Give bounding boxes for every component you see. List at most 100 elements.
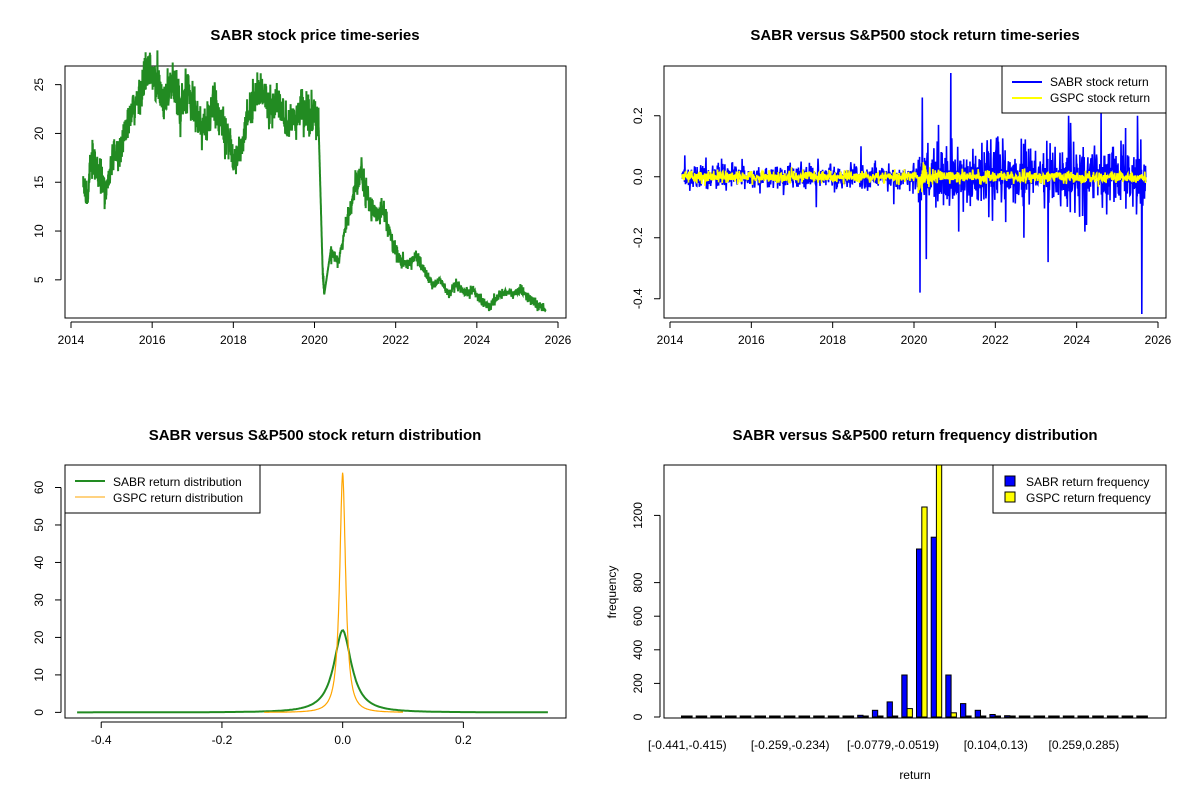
returns-legend-label-sabr: SABR stock return [1050, 75, 1149, 89]
price-y-tick-label: 15 [32, 175, 46, 189]
density-legend: SABR return distribution GSPC return dis… [64, 464, 261, 514]
histogram-x-tick-label: [-0.441,-0.415) [648, 738, 727, 752]
histogram-bar-sabr [916, 548, 923, 718]
histogram-bar-gspc [686, 715, 693, 718]
returns-x-tick-label: 2022 [982, 333, 1009, 347]
density-y-tick-label: 0 [32, 709, 46, 716]
histogram-bar-gspc [774, 715, 781, 718]
histogram-bar-sabr [1018, 715, 1026, 718]
histogram-bar-gspc [1009, 715, 1016, 718]
histogram-y-tick-label: 800 [631, 572, 645, 592]
histogram-bar-sabr [1077, 715, 1084, 718]
histogram-bar-gspc [950, 712, 957, 718]
histogram-bar-gspc [847, 715, 855, 718]
returns-y-tick-label: -0.2 [631, 227, 645, 248]
price-x-tick-label: 2022 [382, 333, 409, 347]
density-line-gspc [264, 472, 403, 713]
returns-x-tick-label: 2014 [657, 333, 684, 347]
price-x-tick-label: 2020 [301, 333, 328, 347]
price-series [82, 50, 547, 313]
histogram-panel: SABR versus S&P500 return frequency dist… [605, 427, 1167, 782]
histogram-bar-sabr [1062, 715, 1070, 718]
histogram-y-axis-label: frequency [605, 566, 619, 619]
histogram-bar-sabr [695, 715, 703, 718]
histogram-bar-sabr [1092, 715, 1099, 718]
histogram-x-tick-label: [0.259,0.285) [1049, 738, 1120, 752]
price-x-tick-label: 2014 [58, 333, 85, 347]
histogram-bar-gspc [833, 715, 840, 718]
histogram-legend-swatch-gspc [1004, 491, 1016, 503]
density-y-tick-label: 60 [32, 480, 46, 494]
histogram-x-axis-label: return [899, 768, 930, 782]
price-y-tick-label: 5 [32, 276, 46, 283]
histogram-x-tick-label: [0.104,0.13) [964, 738, 1028, 752]
histogram-bar-sabr [681, 715, 688, 718]
histogram-bar-gspc [700, 715, 708, 718]
price-panel: SABR stock price time-series 2014 2016 20 1… [32, 27, 572, 347]
histogram-bar-gspc [935, 464, 943, 718]
price-x-tick-label: 2024 [463, 333, 490, 347]
histogram-legend: SABR return frequency GSPC return freque… [992, 464, 1167, 514]
histogram-bar-sabr [886, 701, 893, 718]
returns-axes: 2014 2016 2018 2020 2022 2024 2026 -0.4 -0.2 0.0 0… [631, 107, 1172, 347]
histogram-bar-gspc [1053, 715, 1060, 718]
density-x-tick-label: -0.2 [212, 733, 233, 747]
histogram-bar-gspc [730, 715, 737, 718]
returns-x-tick-label: 2020 [901, 333, 928, 347]
histogram-bar-sabr [930, 536, 938, 718]
price-line-sabr [82, 50, 547, 313]
histogram-bar-sabr [1136, 715, 1143, 718]
histogram-chart-title: SABR versus S&P500 return frequency dist… [732, 427, 1097, 444]
histogram-bar-gspc [745, 715, 752, 718]
histogram-bar-gspc [1126, 715, 1134, 718]
density-legend-label-sabr: SABR return distribution [113, 475, 242, 489]
histogram-legend-label-gspc: GSPC return frequency [1026, 491, 1151, 505]
histogram-bar-sabr [857, 714, 864, 718]
histogram-bar-sabr [871, 709, 879, 718]
histogram-x-tick-label: [-0.0779,-0.0519) [847, 738, 939, 752]
histogram-bar-gspc [789, 715, 796, 718]
histogram-bar-sabr [710, 715, 717, 718]
price-chart-title: SABR stock price time-series [210, 27, 419, 44]
histogram-bar-gspc [980, 715, 987, 718]
price-x-tick-label: 2026 [545, 333, 572, 347]
density-panel: SABR versus S&P500 stock return distribu… [32, 427, 567, 747]
returns-chart-title: SABR versus S&P500 stock return time-ser… [750, 27, 1079, 44]
histogram-bar-gspc [1082, 715, 1090, 718]
returns-series [681, 72, 1147, 315]
histogram-plot-frame [663, 464, 1167, 719]
histogram-bar-gspc [715, 715, 722, 718]
histogram-bar-gspc [1068, 715, 1075, 718]
returns-plot-frame [663, 65, 1167, 319]
density-y-tick-label: 50 [32, 518, 46, 532]
returns-line-gspc [681, 162, 1147, 194]
histogram-bar-sabr [739, 715, 747, 718]
density-axes: -0.4 -0.2 0.0 0.2 0 10 20 30 40 50 60 [32, 480, 472, 747]
density-x-tick-label: 0.0 [334, 733, 351, 747]
price-x-tick-label: 2016 [139, 333, 166, 347]
density-series [77, 472, 548, 714]
histogram-axes: 0 200 400 600 800 1200 [-0.441,-0.415) [-0.259,… [631, 502, 1119, 752]
price-y-tick-label: 25 [32, 78, 46, 92]
density-x-tick-label: -0.4 [91, 733, 112, 747]
histogram-bar-sabr [827, 715, 835, 718]
histogram-bar-gspc [1038, 715, 1046, 718]
histogram-bars [681, 464, 1148, 718]
returns-legend-box [1001, 65, 1167, 114]
returns-x-tick-label: 2026 [1145, 333, 1172, 347]
histogram-bar-gspc [965, 715, 972, 718]
returns-legend: SABR stock return GSPC stock return [1001, 65, 1167, 114]
returns-panel: SABR versus S&P500 stock return time-ser… [631, 27, 1172, 347]
density-y-tick-label: 30 [32, 593, 46, 607]
density-y-tick-label: 40 [32, 555, 46, 569]
price-y-tick-label: 10 [32, 224, 46, 238]
density-y-tick-label: 10 [32, 668, 46, 682]
histogram-bar-sabr [725, 715, 732, 718]
price-axes: 2014 2016 2018 2020 2022 2024 2026 5 10 15 20 25 [32, 78, 572, 347]
histogram-bar-sabr [769, 715, 776, 718]
price-y-tick-label: 20 [32, 126, 46, 140]
histogram-bar-gspc [877, 715, 884, 718]
histogram-bar-gspc [994, 715, 1002, 718]
histogram-bar-gspc [803, 715, 811, 718]
